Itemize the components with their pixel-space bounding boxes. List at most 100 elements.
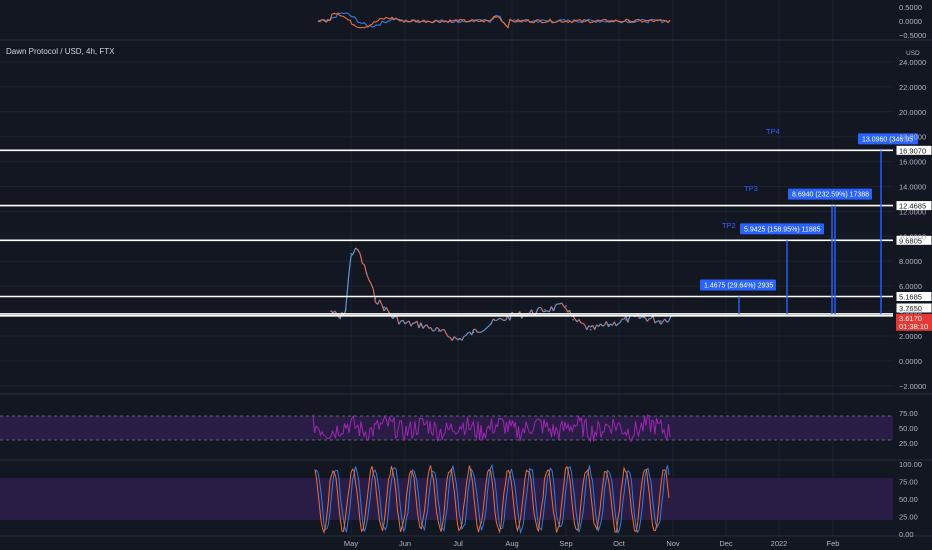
price-segment [343, 310, 347, 316]
price-segment [639, 316, 642, 320]
price-axis-tick: 24.0000 [899, 58, 926, 67]
price-segment [563, 306, 567, 310]
stochastic-axis-tick: 100.00 [899, 460, 922, 469]
price-segment [484, 326, 488, 330]
level-tag-label: 16.9070 [899, 146, 926, 155]
price-segment [350, 253, 354, 257]
price-segment [377, 299, 381, 305]
price-segment [588, 325, 592, 328]
price-point [383, 306, 385, 309]
price-segment [416, 320, 420, 329]
price-point [607, 324, 610, 326]
price-segment [448, 336, 451, 338]
price-axis: −2.0000 0.0000 2.0000 4.0000 6.0000 8.0000 10.… [899, 50, 926, 391]
price-point [420, 324, 422, 326]
oscillator-axis-tick: 0.0000 [899, 17, 922, 26]
symbol-title: Dawn Protocol / USD, 4h, FTX [6, 47, 115, 56]
price-axis-tick: 22.0000 [899, 83, 926, 92]
price-segment [540, 307, 544, 313]
target-measure-label: 1.4675 (29.64%) 2935 [704, 283, 773, 290]
price-axis-tick: −2.0000 [899, 382, 926, 391]
target-measure-label: 13.0960 (346.95 [862, 136, 913, 143]
price-segment [536, 306, 540, 310]
target-name-label: TP3 [744, 184, 758, 193]
price-segment [436, 326, 439, 330]
price-segment [483, 328, 486, 332]
time-axis-tick: Aug [505, 539, 518, 548]
price-point [642, 316, 645, 319]
oscillator-line [317, 12, 671, 29]
time-axis-tick: Jun [399, 539, 411, 548]
price-segment [582, 322, 586, 326]
target-box [788, 188, 872, 200]
price-segment [426, 324, 430, 329]
price-segment [664, 318, 668, 323]
price-axis-tick: 10.0000 [899, 232, 926, 241]
price-segment [366, 273, 370, 281]
price-segment [605, 321, 609, 328]
price-segment [428, 326, 431, 329]
price-axis-tick: 12.0000 [899, 207, 926, 216]
level-tag [895, 291, 932, 303]
price-segment [352, 247, 357, 255]
time-axis-tick: May [344, 539, 358, 548]
grid-lines [0, 0, 893, 536]
countdown-label: 01:38:10 [899, 322, 928, 331]
price-segment [372, 288, 376, 303]
price-segment [544, 310, 548, 312]
price-segment [649, 317, 652, 320]
target-name-label: TP4 [766, 127, 780, 136]
price-segment [359, 253, 363, 264]
time-axis-tick: Sep [559, 539, 572, 548]
price-segment [363, 264, 368, 275]
rsi-axis-tick: 50.00 [899, 424, 918, 433]
price-segment [586, 325, 590, 331]
price-segment [453, 336, 457, 339]
current-price-tag [896, 313, 932, 331]
price-segment [445, 333, 449, 338]
stochastic-axis-tick: 50.00 [899, 495, 918, 504]
price-segment [615, 323, 619, 327]
price-segment [392, 316, 396, 320]
rsi-axis-tick: 75.00 [899, 409, 918, 418]
price-levels: 16.9070 12.4685 9.6805 5.1685 3.76503.617001… [0, 144, 932, 331]
price-segment [646, 318, 650, 322]
price-axis-tick: 2.0000 [899, 332, 922, 341]
time-axis-tick: Dec [719, 539, 733, 548]
price-point [472, 331, 475, 334]
price-segment [451, 336, 455, 341]
price-segment [600, 323, 603, 327]
price-segment [368, 279, 372, 284]
price-point [392, 316, 394, 319]
price-point [357, 249, 359, 251]
price-segment [613, 321, 617, 327]
price-point [589, 328, 592, 331]
time-axis-tick: Oct [613, 539, 626, 548]
price-segment [430, 327, 434, 332]
price-segment [594, 324, 598, 330]
price-segment [334, 310, 338, 314]
price-segment [501, 318, 504, 321]
price-axis-tick: 8.0000 [899, 257, 922, 266]
price-segment [668, 315, 672, 322]
target-measure-label: 5.9425 (158.95%) 11885 [744, 226, 821, 233]
price-segment [543, 310, 546, 313]
price-segment [471, 329, 475, 336]
price-segment [539, 306, 542, 309]
price-axis-tick: 16.0000 [899, 158, 926, 167]
price-segment [578, 319, 582, 324]
price-segment [461, 336, 465, 341]
level-tag-label: 5.1685 [899, 293, 922, 302]
price-segment [481, 330, 484, 333]
price-segment [370, 283, 374, 290]
price-segment [475, 329, 479, 333]
price-segment [572, 315, 576, 320]
price-axis-tick: 0.0000 [899, 357, 922, 366]
price-point [374, 297, 377, 300]
level-tag [895, 144, 932, 156]
price-segment [561, 302, 565, 307]
rsi-line [312, 414, 671, 443]
price-axis-tick: 20.0000 [899, 108, 926, 117]
